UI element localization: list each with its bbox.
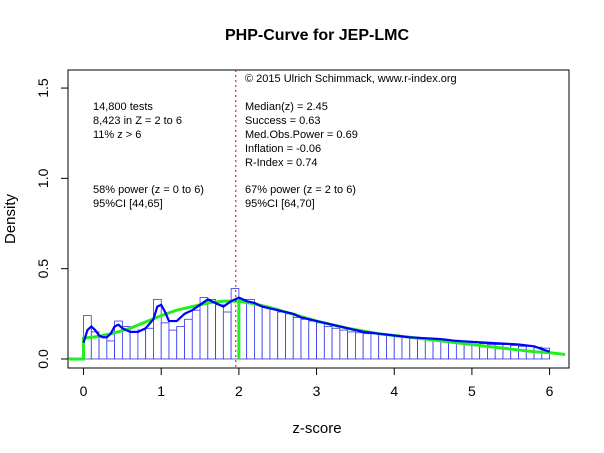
histogram-bar: [269, 307, 279, 360]
y-axis: 0.0 0.5 1.0 1.5: [35, 78, 69, 369]
histogram-bar: [354, 332, 364, 360]
histogram-bar: [285, 313, 294, 360]
plot-area: [67, 69, 570, 369]
x-axis-label: z-score: [292, 420, 341, 437]
histogram-bar: [277, 311, 286, 360]
histogram-bar: [129, 331, 139, 360]
right-annotation-1: Median(z) = 2.45 Success = 0.63 Med.Obs.…: [245, 101, 358, 169]
annotation-line: 67% power (z = 2 to 6): [245, 184, 356, 196]
histogram-bar: [246, 298, 255, 360]
x-tick-label: 0: [80, 383, 88, 399]
y-tick-label: 0.5: [35, 259, 51, 279]
x-tick-label: 4: [390, 383, 398, 399]
annotation-line: Inflation = -0.06: [245, 143, 321, 155]
histogram-bar: [362, 333, 372, 360]
histogram-bar: [432, 339, 442, 360]
left-annotation-2: 58% power (z = 0 to 6) 95%CI [44,65]: [93, 184, 204, 210]
histogram-bar: [137, 329, 147, 360]
x-tick-label: 6: [546, 383, 554, 399]
right-annotation-2: 67% power (z = 2 to 6) 95%CI [64,70]: [245, 184, 356, 210]
left-annotation-1: 14,800 tests 8,423 in Z = 2 to 6 11% z >…: [93, 101, 182, 141]
histogram-bar: [502, 344, 512, 360]
x-tick-label: 1: [157, 383, 165, 399]
histogram-bar: [331, 327, 341, 360]
x-tick-label: 3: [313, 383, 321, 399]
histogram-bar: [378, 334, 387, 360]
histogram-bar: [370, 333, 380, 360]
annotation-line: 8,423 in Z = 2 to 6: [93, 115, 182, 127]
histogram-bar: [191, 309, 201, 360]
histogram-bar: [176, 326, 185, 360]
histogram-bar: [339, 329, 349, 360]
histogram-bar: [207, 298, 216, 360]
histogram-bar: [98, 336, 108, 360]
histogram-bar: [199, 297, 209, 360]
x-tick-label: 5: [468, 383, 476, 399]
annotation-line: 95%CI [44,65]: [93, 198, 163, 210]
y-tick-label: 1.5: [35, 78, 51, 98]
histogram-bar: [308, 320, 317, 360]
histogram-bar: [510, 345, 519, 360]
histogram-bar: [323, 326, 333, 360]
histogram-bar: [409, 337, 418, 360]
histogram-bar: [386, 335, 395, 360]
annotation-line: 14,800 tests: [93, 101, 153, 113]
histogram-bar: [254, 304, 263, 360]
histogram-bar: [168, 329, 178, 360]
histogram-bar: [424, 339, 434, 360]
annotation-line: 58% power (z = 0 to 6): [93, 184, 204, 196]
histogram-bar: [316, 322, 325, 360]
chart-title: PHP-Curve for JEP-LMC: [225, 27, 409, 44]
histogram-bar: [222, 311, 232, 360]
x-tick-label: 2: [235, 383, 243, 399]
density-curve: [82, 296, 550, 353]
histogram-bar: [160, 322, 170, 360]
annotation-line: Median(z) = 2.45: [245, 101, 328, 113]
histogram-bar: [145, 327, 154, 360]
histogram-bar: [300, 318, 310, 360]
annotation-line: R-Index = 0.74: [245, 157, 317, 169]
histogram-bars: [83, 288, 550, 360]
histogram-bar: [292, 317, 302, 360]
histogram-bar: [347, 331, 356, 360]
y-axis-label: Density: [2, 193, 19, 244]
histogram-bar: [417, 338, 426, 360]
histogram-bar: [106, 340, 116, 360]
histogram-bar: [440, 340, 450, 360]
x-axis: 0 1 2 3 4 5 6: [80, 367, 554, 399]
copyright-annotation: © 2015 Ulrich Schimmack, www.r-index.org: [245, 73, 457, 85]
y-tick-label: 1.0: [35, 168, 51, 188]
histogram-bar: [184, 318, 193, 360]
histogram-bar: [261, 306, 271, 360]
histogram-bar: [401, 336, 411, 360]
annotation-line: Success = 0.63: [245, 115, 321, 127]
histogram-bar: [393, 335, 403, 360]
histogram-bar: [518, 345, 527, 360]
annotation-line: Med.Obs.Power = 0.69: [245, 129, 358, 141]
y-tick-label: 0.0: [35, 349, 51, 369]
annotation-line: 11% z > 6: [93, 129, 141, 141]
annotation-line: 95%CI [64,70]: [245, 198, 315, 210]
histogram-bar: [215, 304, 224, 360]
